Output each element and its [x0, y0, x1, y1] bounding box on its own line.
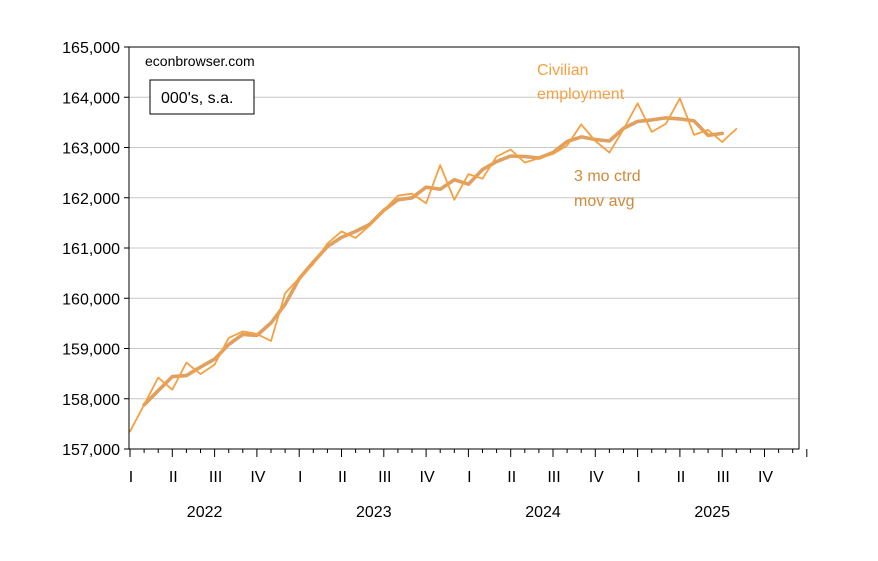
x-quarter-label: I: [636, 469, 640, 486]
x-year-label: 2024: [525, 504, 561, 521]
plot-frame: [128, 46, 800, 450]
y-tick-label: 159,000: [62, 342, 120, 359]
y-tick-label: 163,000: [62, 141, 120, 158]
series-lines: [129, 97, 738, 433]
y-tick-label: 164,000: [62, 90, 120, 107]
y-axis-ticks: 157,000 158,000 159,000 160,000 161,000 162,0…: [62, 40, 129, 459]
y-tick-label: 161,000: [62, 241, 120, 258]
y-tick-label: 162,000: [62, 191, 120, 208]
y-tick-label: 165,000: [62, 40, 120, 57]
x-quarter-label: II: [338, 469, 347, 486]
x-quarter-label: I: [467, 469, 471, 486]
x-quarter-label: III: [717, 469, 730, 486]
x-year-label: 2022: [187, 504, 223, 521]
grid-lines: [129, 96, 799, 400]
x-quarter-label: IV: [758, 469, 773, 486]
x-quarter-label: IV: [420, 469, 435, 486]
series-label-moving-average: 3 mo ctrd mov avg: [574, 168, 641, 210]
y-tick-label: 160,000: [62, 291, 120, 308]
moving-average-line: [142, 116, 724, 407]
x-quarter-label: III: [209, 469, 222, 486]
units-label: 000's, s.a.: [161, 90, 233, 107]
x-quarter-label: II: [169, 469, 178, 486]
x-year-label: 2025: [694, 504, 730, 521]
source-label: econbrowser.com: [145, 53, 255, 69]
x-quarter-label: I: [129, 469, 133, 486]
x-quarter-label: III: [547, 469, 560, 486]
x-quarter-label: IV: [589, 469, 604, 486]
x-year-label: 2023: [356, 504, 392, 521]
x-quarter-label: IV: [250, 469, 265, 486]
y-tick-label: 158,000: [62, 392, 120, 409]
x-quarter-label: I: [298, 469, 302, 486]
x-quarter-label: II: [507, 469, 516, 486]
y-tick-label: 157,000: [62, 442, 120, 459]
x-quarter-label: II: [676, 469, 685, 486]
x-quarter-label: III: [378, 469, 391, 486]
units-box: [149, 79, 255, 115]
civilian-employment-line: [129, 97, 738, 433]
series-label-civilian-employment: Civilian employment: [537, 62, 625, 103]
